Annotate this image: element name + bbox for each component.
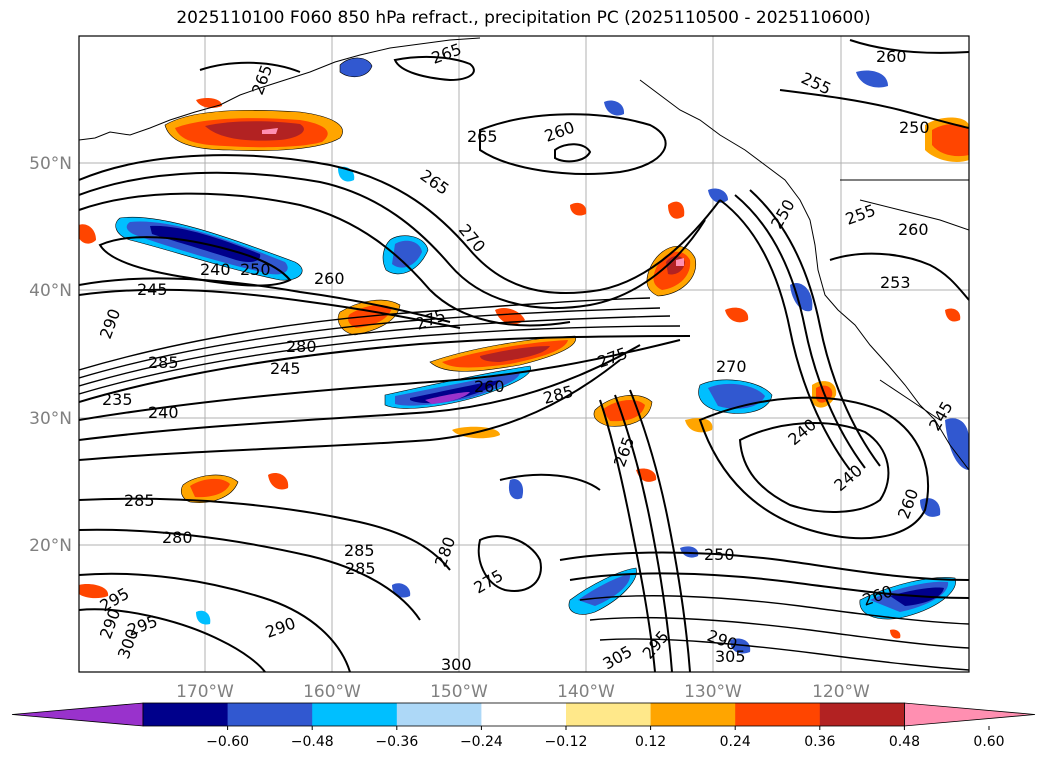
contour-label: 280: [286, 337, 317, 356]
colorbar-tick-label: 0.48: [889, 734, 920, 750]
map-title: 2025110100 F060 850 hPa refract., precip…: [176, 8, 871, 28]
lon-label: 140°W: [557, 682, 615, 702]
lon-label: 130°W: [684, 682, 742, 702]
contour-label: 245: [270, 359, 301, 378]
latitude-labels: 50°N 40°N 30°N 20°N: [29, 154, 72, 556]
colorbar-tick-label: −0.24: [460, 734, 503, 750]
contour-label: 285: [148, 353, 179, 372]
colorbar-tick-label: −0.60: [206, 734, 249, 750]
coastline: [79, 37, 969, 471]
contour-label: 250: [899, 118, 930, 137]
longitude-labels: 170°W 160°W 150°W 140°W 130°W 120°W: [176, 682, 870, 702]
lat-label: 20°N: [29, 536, 72, 556]
colorbar-segment: [396, 703, 482, 726]
contour-label: 245: [137, 280, 168, 299]
colorbar-tick-label: 0.24: [720, 734, 751, 750]
lat-label: 50°N: [29, 154, 72, 174]
contour-label: 240: [200, 260, 231, 279]
lat-label: 40°N: [29, 281, 72, 301]
colorbar-segment: [650, 703, 736, 726]
contour-label: 235: [102, 390, 133, 409]
contour-label: 285: [344, 541, 375, 560]
colorbar-border: [142, 702, 905, 727]
map-frame: [78, 35, 970, 673]
colorbar-tick-label: 0.60: [973, 734, 1004, 750]
colorbar-segment: [481, 703, 567, 726]
colorbar-segment: [566, 703, 652, 726]
lon-label: 120°W: [812, 682, 870, 702]
colorbar-extend-min: [11, 702, 144, 727]
lon-label: 170°W: [176, 682, 234, 702]
contour-label: 250: [240, 260, 271, 279]
lat-label: 30°N: [29, 409, 72, 429]
colorbar-segment: [143, 703, 229, 726]
contour-label: 253: [880, 273, 911, 292]
contour-label: 280: [162, 528, 193, 547]
contour-label: 260: [314, 269, 345, 288]
contour-label: 260: [898, 220, 929, 239]
contour-label: 260: [876, 47, 907, 66]
contour-label: 270: [716, 357, 747, 376]
contour-label: 285: [345, 559, 376, 578]
colorbar-tick-label: −0.12: [545, 734, 588, 750]
contour-label: 240: [148, 403, 179, 422]
colorbar-tick-label: −0.36: [375, 734, 418, 750]
colorbar-tick-label: 0.36: [804, 734, 835, 750]
colorbar-tick-label: −0.48: [291, 734, 334, 750]
contour-label: 300: [441, 655, 472, 674]
colorbar: −0.60 −0.48 −0.36 −0.24 −0.12 0.12 0.24 0.36 0.4…: [11, 702, 1036, 750]
colorbar-segment: [735, 703, 821, 726]
refractivity-contours: [79, 39, 969, 672]
contour-label: 305: [715, 647, 746, 666]
contour-label: 265: [467, 127, 498, 146]
contour-label: 250: [704, 545, 735, 564]
lon-label: 150°W: [430, 682, 488, 702]
colorbar-segment: [227, 703, 313, 726]
colorbar-segment: [819, 703, 905, 726]
colorbar-extend-max: [904, 702, 1036, 727]
contour-label: 285: [124, 491, 155, 510]
colorbar-tick-label: 0.12: [635, 734, 666, 750]
colorbar-segment: [312, 703, 398, 726]
contour-label: 260: [474, 377, 505, 396]
lon-label: 160°W: [303, 682, 361, 702]
